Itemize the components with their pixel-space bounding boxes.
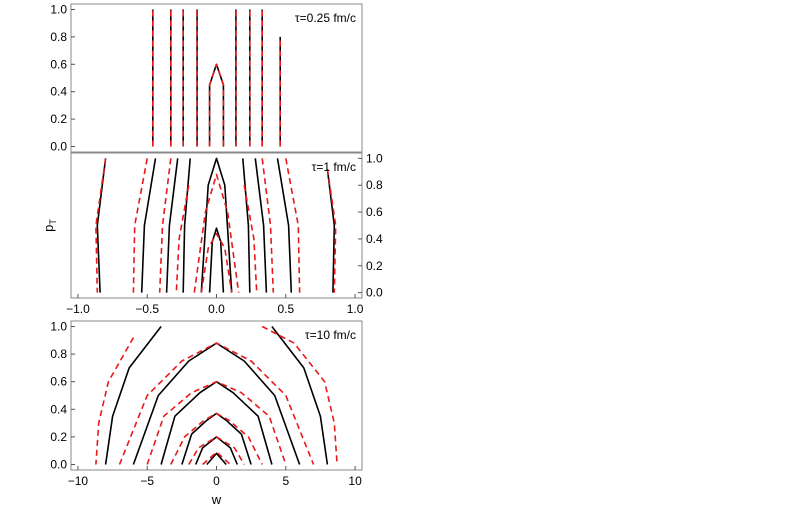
y-tick-label: 0.4 bbox=[366, 232, 383, 246]
solid-black-contour bbox=[104, 326, 162, 465]
dashed-red-contour bbox=[261, 325, 338, 465]
y-axis-label-main: p bbox=[41, 225, 56, 232]
tau-annotation: τ=10 fm/c bbox=[305, 328, 356, 342]
dashed-red-contour bbox=[285, 158, 301, 293]
solid-black-contour bbox=[182, 158, 191, 293]
plot-area bbox=[95, 157, 337, 293]
y-tick-label: 0.4 bbox=[50, 85, 67, 99]
solid-black-contour bbox=[132, 342, 217, 465]
x-tick-label: −5 bbox=[140, 474, 154, 488]
solid-black-contour bbox=[254, 158, 268, 293]
x-tick-label: −0.5 bbox=[135, 302, 159, 316]
dashed-red-contour bbox=[132, 158, 148, 293]
y-tick-label: 0.0 bbox=[50, 457, 67, 471]
dashed-red-contour bbox=[95, 158, 107, 293]
panel-top: 0.0 0.2 0.4 0.6 0.8 1.0 τ=0.25 fm/c bbox=[50, 2, 363, 154]
dashed-red-contour bbox=[146, 380, 287, 465]
dashed-red-contour bbox=[175, 185, 190, 293]
solid-black-contour bbox=[165, 158, 179, 293]
dashed-red-contour bbox=[95, 337, 135, 465]
dashed-red-contour bbox=[202, 451, 231, 466]
solid-black-contour bbox=[242, 158, 251, 293]
dashed-red-contour bbox=[193, 173, 240, 293]
dashed-red-contour bbox=[200, 232, 233, 293]
y-tick-label: 0.2 bbox=[50, 112, 67, 126]
tau-annotation: τ=0.25 fm/c bbox=[295, 11, 356, 25]
dashed-red-contour bbox=[261, 158, 275, 293]
plot-frame bbox=[70, 3, 363, 153]
solid-black-contour bbox=[206, 452, 227, 466]
x-tick-label: −1.0 bbox=[66, 302, 90, 316]
y-tick-label: 0.2 bbox=[366, 259, 383, 273]
y-axis-label: pT bbox=[41, 219, 58, 232]
panel-bottom: 0.0 0.2 0.4 0.6 0.8 1.0 −10 −5 0 5 10 τ=10 fm/c w bbox=[50, 320, 363, 507]
y-tick-label: 0.2 bbox=[50, 430, 67, 444]
x-tick-label: 10 bbox=[348, 474, 362, 488]
y-tick-label: 0.8 bbox=[50, 30, 67, 44]
plot-area bbox=[152, 9, 281, 147]
solid-black-contour bbox=[208, 227, 225, 293]
solid-black-contour bbox=[271, 326, 329, 465]
y-tick-label: 0.0 bbox=[50, 140, 67, 154]
solid-black-contour bbox=[326, 169, 336, 293]
y-tick-label: 0.6 bbox=[50, 57, 67, 71]
y-tick-label: 1.0 bbox=[50, 320, 67, 334]
x-axis-label: w bbox=[211, 492, 222, 507]
x-tick-label: 5 bbox=[282, 474, 289, 488]
dashed-red-contour bbox=[118, 342, 315, 465]
y-tick-label: 0.8 bbox=[50, 347, 67, 361]
y-tick-label: 0.6 bbox=[366, 205, 383, 219]
plot-area bbox=[95, 325, 338, 466]
tau-annotation: τ=1 fm/c bbox=[312, 160, 356, 174]
dashed-red-contour bbox=[208, 63, 225, 147]
y-tick-label: 1.0 bbox=[366, 151, 383, 165]
y-tick-label: 0.4 bbox=[50, 402, 67, 416]
dashed-red-contour bbox=[170, 412, 263, 465]
y-tick-label: 0.8 bbox=[366, 178, 383, 192]
dashed-red-contour bbox=[188, 436, 245, 465]
panel-middle: 0.0 0.2 0.4 0.6 0.8 1.0 −1.0 −0.5 0.0 0.5 1.0 τ=1 f… bbox=[41, 151, 383, 316]
x-tick-label: −10 bbox=[68, 474, 89, 488]
dashed-red-contour bbox=[326, 168, 337, 293]
solid-black-contour bbox=[200, 157, 233, 293]
x-tick-label: 0.5 bbox=[277, 302, 294, 316]
y-tick-label: 1.0 bbox=[50, 2, 67, 16]
y-tick-label: 0.0 bbox=[366, 286, 383, 300]
dashed-red-contour bbox=[243, 185, 258, 293]
y-tick-label: 0.6 bbox=[50, 375, 67, 389]
x-tick-label: 0 bbox=[213, 474, 220, 488]
dashed-red-contour bbox=[158, 158, 172, 293]
x-tick-label: 0.0 bbox=[208, 302, 225, 316]
y-axis-label-subscript: T bbox=[48, 219, 58, 225]
solid-black-contour bbox=[276, 158, 293, 293]
solid-black-contour bbox=[140, 158, 157, 293]
x-tick-label: 1.0 bbox=[347, 302, 364, 316]
